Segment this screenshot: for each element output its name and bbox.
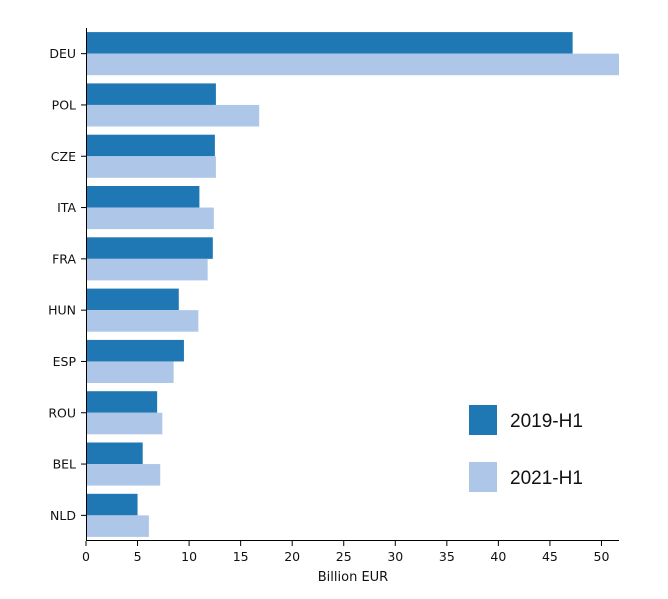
- y-tick-label: BEL: [53, 457, 76, 472]
- bar-hun-2019-h1: [86, 288, 179, 311]
- y-tick-label: HUN: [48, 303, 76, 318]
- bar-nld-2019-h1: [86, 493, 138, 516]
- bar-esp-2021-h1: [86, 361, 174, 383]
- y-tick-label: NLD: [50, 508, 76, 523]
- bar-ita-2019-h1: [86, 186, 200, 208]
- legend-label: 2021-H1: [510, 468, 583, 489]
- x-tick-label: 35: [439, 549, 455, 564]
- bar-bel-2021-h1: [86, 464, 161, 486]
- x-tick-label: 50: [594, 549, 610, 564]
- bar-esp-2019-h1: [86, 339, 184, 362]
- x-tick-label: 5: [134, 549, 142, 564]
- x-axis-label: Billion EUR: [318, 570, 388, 585]
- x-tick-label: 25: [336, 549, 352, 564]
- y-tick-label: DEU: [49, 46, 76, 61]
- x-tick-label: 20: [284, 549, 300, 564]
- bars-group: [86, 32, 619, 537]
- bar-rou-2019-h1: [86, 391, 158, 413]
- bar-pol-2019-h1: [86, 83, 216, 105]
- bar-fra-2021-h1: [86, 258, 208, 281]
- legend-swatch: [469, 462, 497, 492]
- y-tick-label: FRA: [52, 251, 76, 266]
- x-tick-label: 45: [542, 549, 558, 564]
- x-tick-label: 40: [490, 549, 506, 564]
- legend-swatch: [469, 405, 497, 435]
- bar-cze-2019-h1: [86, 134, 215, 157]
- x-tick-label: 10: [181, 549, 197, 564]
- bar-pol-2021-h1: [86, 104, 260, 127]
- bar-hun-2021-h1: [86, 310, 199, 332]
- bar-deu-2019-h1: [86, 32, 573, 54]
- y-axis-ticks: DEU POL CZE ITA FRA HUN ESP ROU BEL NLD: [48, 46, 86, 523]
- x-tick-label: 30: [387, 549, 403, 564]
- y-tick-label: CZE: [51, 149, 76, 164]
- y-tick-label: ITA: [57, 200, 76, 215]
- y-tick-label: ROU: [48, 405, 76, 420]
- y-tick-label: POL: [52, 97, 76, 112]
- legend: 2019-H1 2021-H1: [469, 405, 583, 492]
- bar-bel-2019-h1: [86, 442, 143, 465]
- bar-deu-2021-h1: [86, 53, 619, 76]
- x-tick-label: 15: [233, 549, 249, 564]
- x-axis-ticks: 0 5 10 15 20 25 30 35 40 45 50: [82, 541, 609, 564]
- legend-label: 2019-H1: [510, 411, 583, 432]
- x-tick-label: 0: [82, 549, 90, 564]
- bar-rou-2021-h1: [86, 412, 163, 435]
- bar-cze-2021-h1: [86, 156, 216, 178]
- y-tick-label: ESP: [53, 354, 77, 369]
- bar-nld-2021-h1: [86, 515, 149, 537]
- bar-fra-2019-h1: [86, 237, 213, 259]
- bar-ita-2021-h1: [86, 207, 214, 230]
